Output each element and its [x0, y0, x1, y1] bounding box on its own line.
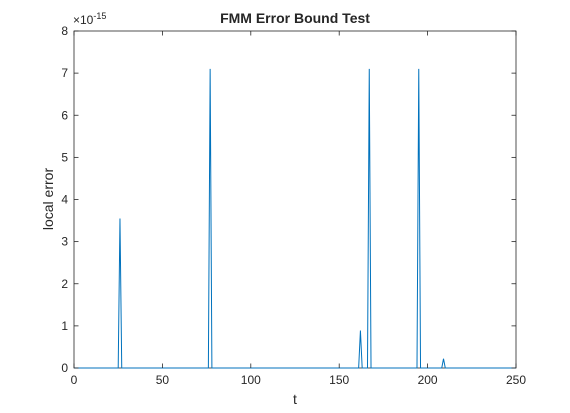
y-exponent-label: ×10-15 [73, 11, 106, 27]
y-tick-label: 7 [61, 66, 68, 80]
y-tick-label: 6 [61, 108, 68, 122]
series-line-0 [74, 68, 516, 369]
plot-area [73, 30, 517, 369]
y-tick-label: 2 [61, 277, 68, 291]
x-tick-label: 150 [329, 373, 349, 387]
x-tick-label: 0 [71, 373, 78, 387]
x-tick-label: 200 [418, 373, 438, 387]
chart-title: FMM Error Bound Test [220, 10, 370, 26]
y-axis-label: local error [40, 168, 56, 231]
y-tick-label: 8 [61, 24, 68, 38]
x-tick-label: 100 [241, 373, 261, 387]
x-axis-label: t [293, 391, 297, 407]
y-tick-label: 1 [61, 319, 68, 333]
y-tick-label: 0 [61, 361, 68, 375]
y-tick-label: 5 [61, 150, 68, 164]
y-tick-label: 3 [61, 235, 68, 249]
x-tick-label: 250 [506, 373, 526, 387]
y-tick-label: 4 [61, 193, 68, 207]
x-tick-label: 50 [156, 373, 170, 387]
